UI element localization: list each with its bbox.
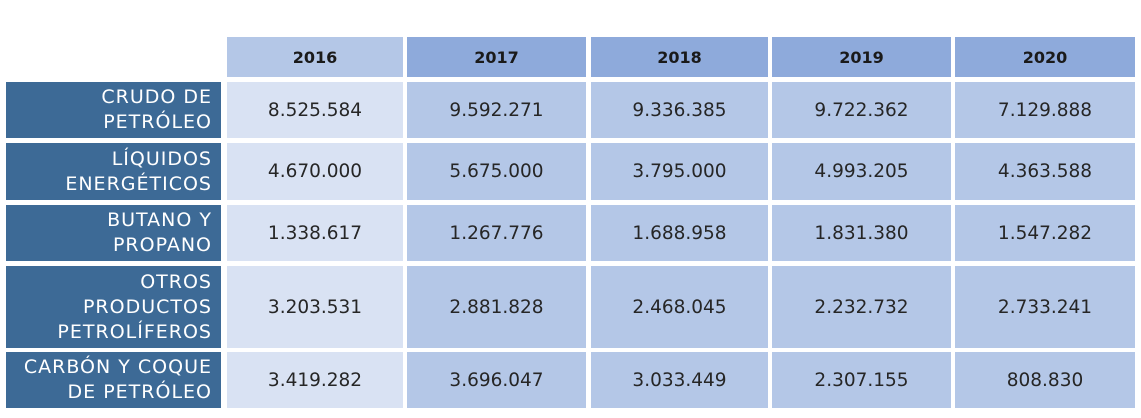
row-label-line: OTROS bbox=[140, 270, 212, 293]
row-label-line: PROPANO bbox=[112, 234, 212, 256]
table-cell: 1.338.617 bbox=[227, 205, 403, 261]
table-cell: 2.733.241 bbox=[955, 266, 1135, 348]
row-label: OTROS PRODUCTOS PETROLÍFEROS bbox=[6, 266, 221, 348]
table-cell: 4.670.000 bbox=[227, 143, 403, 200]
row-label-line: PETROLÍFEROS bbox=[57, 320, 212, 343]
table-cell: 8.525.584 bbox=[227, 82, 403, 138]
column-header-2019: 2019 bbox=[772, 37, 951, 77]
table-cell: 4.993.205 bbox=[772, 143, 951, 200]
table-cell: 3.795.000 bbox=[591, 143, 768, 200]
row-label-line: LÍQUIDOS bbox=[111, 147, 212, 170]
row-label: CRUDO DE PETRÓLEO bbox=[6, 82, 221, 138]
row-label-text: CARBÓN Y COQUE DE PETRÓLEO bbox=[24, 355, 212, 405]
column-header-2017: 2017 bbox=[407, 37, 586, 77]
table-cell: 3.203.531 bbox=[227, 266, 403, 348]
table-cell: 2.307.155 bbox=[772, 352, 951, 408]
row-label-line: CARBÓN Y COQUE bbox=[23, 356, 212, 378]
row-label-line: ENERGÉTICOS bbox=[65, 172, 212, 195]
table-cell: 4.363.588 bbox=[955, 143, 1135, 200]
row-label-line: DE PETRÓLEO bbox=[67, 381, 212, 403]
row-label-line: PRODUCTOS bbox=[82, 295, 212, 318]
table-cell: 2.468.045 bbox=[591, 266, 768, 348]
table-cell: 1.267.776 bbox=[407, 205, 586, 261]
row-label-line: BUTANO Y bbox=[107, 209, 212, 231]
row-label-text: OTROS PRODUCTOS PETROLÍFEROS bbox=[57, 270, 212, 345]
row-label-line: CRUDO DE bbox=[101, 86, 212, 108]
table-cell: 7.129.888 bbox=[955, 82, 1135, 138]
table-cell: 808.830 bbox=[955, 352, 1135, 408]
table-cell: 1.831.380 bbox=[772, 205, 951, 261]
table-cell: 1.547.282 bbox=[955, 205, 1135, 261]
row-label: LÍQUIDOS ENERGÉTICOS bbox=[6, 143, 221, 200]
table-cell: 3.033.449 bbox=[591, 352, 768, 408]
row-label: BUTANO Y PROPANO bbox=[6, 205, 221, 261]
row-label: CARBÓN Y COQUE DE PETRÓLEO bbox=[6, 352, 221, 408]
table-cell: 5.675.000 bbox=[407, 143, 586, 200]
table-cell: 3.696.047 bbox=[407, 352, 586, 408]
table-cell: 2.881.828 bbox=[407, 266, 586, 348]
table-cell: 9.336.385 bbox=[591, 82, 768, 138]
table-cell: 9.722.362 bbox=[772, 82, 951, 138]
row-label-text: CRUDO DE PETRÓLEO bbox=[101, 85, 212, 135]
table-cell: 1.688.958 bbox=[591, 205, 768, 261]
column-header-2016: 2016 bbox=[227, 37, 403, 77]
table-cell: 2.232.732 bbox=[772, 266, 951, 348]
table-cell: 9.592.271 bbox=[407, 82, 586, 138]
table-cell: 3.419.282 bbox=[227, 352, 403, 408]
row-label-text: BUTANO Y PROPANO bbox=[107, 208, 212, 258]
row-label-line: PETRÓLEO bbox=[103, 111, 212, 133]
row-label-text: LÍQUIDOS ENERGÉTICOS bbox=[65, 147, 212, 197]
column-header-2018: 2018 bbox=[591, 37, 768, 77]
column-header-2020: 2020 bbox=[955, 37, 1135, 77]
